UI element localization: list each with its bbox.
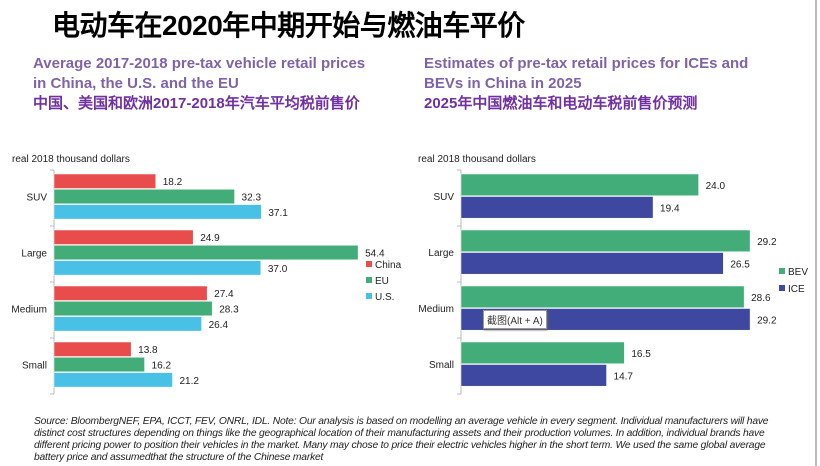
legend-label: U.S. (375, 292, 394, 303)
data-label: 21.2 (180, 376, 200, 387)
data-label: 32.3 (242, 192, 262, 203)
right-title-line1: Estimates of pre-tax retail prices for I… (424, 55, 749, 72)
legend-label: BEV (788, 267, 808, 278)
left-title-line1: Average 2017-2018 pre-tax vehicle retail… (33, 55, 366, 72)
right-border (815, 0, 817, 466)
bar-china (53, 341, 132, 357)
bar-ice (460, 364, 607, 387)
bar-us (53, 260, 262, 276)
right-chart-title: Estimates of pre-tax retail prices for I… (424, 54, 748, 114)
bar-ice (460, 252, 724, 275)
legend-label: China (375, 260, 402, 271)
left-title-line2: in China, the U.S. and the EU (33, 75, 239, 92)
legend-swatch (779, 268, 785, 274)
bar-us (53, 204, 262, 220)
legend-swatch (779, 285, 785, 291)
data-label: 26.5 (730, 259, 750, 270)
bar-ice (460, 196, 654, 219)
bar-us (53, 316, 202, 332)
bar-eu (53, 301, 213, 317)
legend-swatch (366, 293, 372, 299)
category-label: Small (429, 360, 454, 371)
data-label: 37.0 (268, 264, 288, 275)
unit-label: real 2018 thousand dollars (12, 154, 130, 165)
data-label: 16.2 (152, 360, 172, 371)
data-label: 24.0 (706, 181, 726, 192)
bar-eu (53, 189, 235, 205)
legend-swatch (366, 261, 372, 267)
data-label: 19.4 (660, 203, 680, 214)
category-label: Large (428, 248, 454, 259)
data-label: 29.2 (757, 237, 777, 248)
data-label: 13.8 (138, 345, 158, 356)
bar-bev (460, 173, 699, 196)
data-label: 29.2 (757, 315, 777, 326)
data-label: 27.4 (214, 289, 234, 300)
legend-swatch (366, 277, 372, 283)
right-title-line2: BEVs in China in 2025 (424, 75, 582, 92)
bar-eu (53, 245, 359, 261)
bar-china (53, 173, 156, 189)
data-label: 18.2 (163, 177, 183, 188)
category-label: SUV (433, 192, 454, 203)
legend-label: EU (375, 276, 389, 287)
category-label: Large (21, 248, 47, 259)
data-label: 54.4 (365, 248, 385, 259)
screenshot-tooltip: 截图(Alt + A) (483, 310, 547, 329)
unit-label: real 2018 thousand dollars (418, 154, 536, 165)
data-label: 26.4 (209, 320, 229, 331)
bar-china (53, 229, 194, 245)
data-label: 28.6 (751, 293, 771, 304)
left-title-cn: 中国、美国和欧洲2017-2018年汽车平均税前售价 (33, 95, 360, 112)
bar-us (53, 372, 173, 388)
category-label: Medium (418, 304, 454, 315)
bar-eu (53, 357, 145, 373)
category-label: Small (22, 360, 47, 371)
right-title-cn: 2025年中国燃油车和电动车税前售价预测 (424, 95, 698, 112)
data-label: 14.7 (614, 371, 634, 382)
legend-label: ICE (788, 284, 805, 295)
bar-bev (460, 285, 745, 308)
bar-bev (460, 341, 625, 364)
page-title: 电动车在2020年中期开始与燃油车平价 (52, 10, 525, 41)
data-label: 16.5 (631, 349, 651, 360)
bar-china (53, 285, 208, 301)
category-label: SUV (26, 192, 47, 203)
data-label: 37.1 (268, 208, 288, 219)
category-label: Medium (11, 304, 47, 315)
bar-bev (460, 229, 751, 252)
left-chart-title: Average 2017-2018 pre-tax vehicle retail… (33, 54, 365, 114)
data-label: 24.9 (200, 233, 220, 244)
data-label: 28.3 (219, 304, 239, 315)
footnote: Source: BloombergNEF, EPA, ICCT, FEV, ON… (34, 416, 769, 463)
